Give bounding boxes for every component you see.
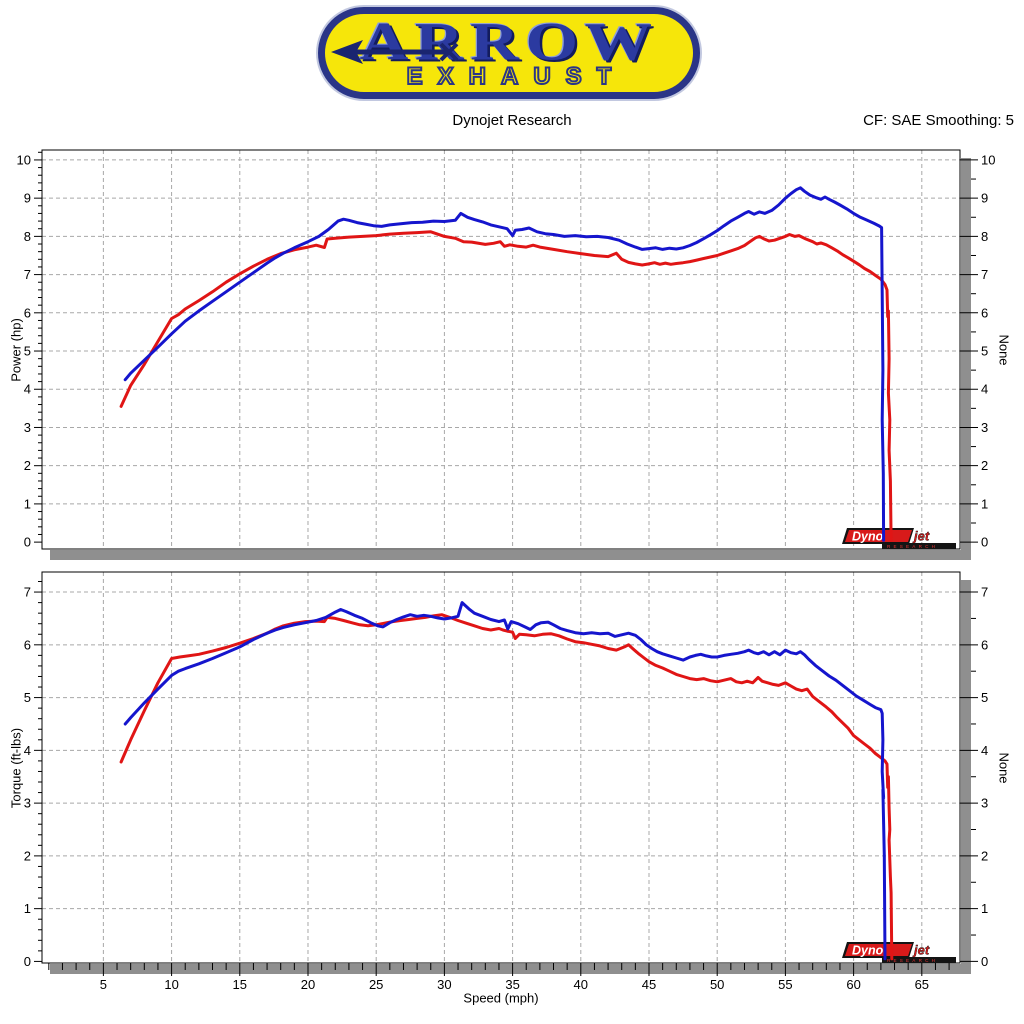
svg-text:40: 40 xyxy=(574,977,588,992)
svg-text:0: 0 xyxy=(981,535,988,550)
svg-text:5: 5 xyxy=(981,690,988,705)
svg-text:1: 1 xyxy=(24,901,31,916)
svg-text:7: 7 xyxy=(981,267,988,282)
svg-text:60: 60 xyxy=(846,977,860,992)
svg-text:4: 4 xyxy=(981,743,988,758)
svg-text:6: 6 xyxy=(24,637,31,652)
svg-text:10: 10 xyxy=(981,152,995,167)
svg-text:5: 5 xyxy=(981,344,988,359)
svg-text:10: 10 xyxy=(164,977,178,992)
svg-text:45: 45 xyxy=(642,977,656,992)
speed-axis-label: Speed (mph) xyxy=(463,990,539,1006)
svg-text:7: 7 xyxy=(981,585,988,600)
svg-text:5: 5 xyxy=(24,344,31,359)
svg-text:jet: jet xyxy=(912,529,930,544)
svg-text:25: 25 xyxy=(369,977,383,992)
svg-text:3: 3 xyxy=(981,420,988,435)
svg-text:2: 2 xyxy=(24,848,31,863)
power-vs-speed-run-red xyxy=(119,230,893,542)
logo-arrow-text: ARROW xyxy=(359,12,659,72)
svg-text:Dyno: Dyno xyxy=(852,530,884,544)
svg-text:55: 55 xyxy=(778,977,792,992)
svg-text:10: 10 xyxy=(17,152,31,167)
torque-vs-speed-run-blue xyxy=(123,601,887,961)
svg-text:8: 8 xyxy=(981,229,988,244)
svg-text:1: 1 xyxy=(981,496,988,511)
power-vs-speed-run-blue xyxy=(123,186,886,542)
svg-text:5: 5 xyxy=(24,690,31,705)
svg-text:0: 0 xyxy=(24,954,31,969)
svg-text:0: 0 xyxy=(981,954,988,969)
svg-text:6: 6 xyxy=(24,305,31,320)
svg-text:3: 3 xyxy=(24,420,31,435)
svg-text:4: 4 xyxy=(24,382,31,397)
svg-text:2: 2 xyxy=(981,458,988,473)
svg-text:6: 6 xyxy=(981,637,988,652)
svg-text:30: 30 xyxy=(437,977,451,992)
svg-text:4: 4 xyxy=(981,382,988,397)
svg-text:65: 65 xyxy=(915,977,929,992)
report-title: Dynojet Research xyxy=(452,112,572,129)
svg-text:15: 15 xyxy=(233,977,247,992)
logo-exhaust-text: EXHAUST xyxy=(406,62,627,90)
svg-text:9: 9 xyxy=(24,191,31,206)
svg-text:7: 7 xyxy=(24,267,31,282)
svg-text:1: 1 xyxy=(24,496,31,511)
svg-text:4: 4 xyxy=(24,743,31,758)
svg-text:5: 5 xyxy=(100,977,107,992)
svg-text:3: 3 xyxy=(24,796,31,811)
svg-text:50: 50 xyxy=(710,977,724,992)
svg-text:0: 0 xyxy=(24,535,31,550)
svg-text:1: 1 xyxy=(981,901,988,916)
svg-text:RESEARCH: RESEARCH xyxy=(887,544,938,549)
svg-text:2: 2 xyxy=(24,458,31,473)
svg-text:35: 35 xyxy=(505,977,519,992)
svg-text:jet: jet xyxy=(912,943,930,958)
svg-text:2: 2 xyxy=(981,848,988,863)
svg-text:20: 20 xyxy=(301,977,315,992)
correction-smoothing-label: CF: SAE Smoothing: 5 xyxy=(863,112,1014,129)
svg-text:3: 3 xyxy=(981,796,988,811)
svg-text:6: 6 xyxy=(981,305,988,320)
svg-text:8: 8 xyxy=(24,229,31,244)
svg-text:9: 9 xyxy=(981,191,988,206)
svg-text:Dyno: Dyno xyxy=(852,944,884,958)
svg-text:RESEARCH: RESEARCH xyxy=(887,958,938,963)
svg-text:7: 7 xyxy=(24,585,31,600)
